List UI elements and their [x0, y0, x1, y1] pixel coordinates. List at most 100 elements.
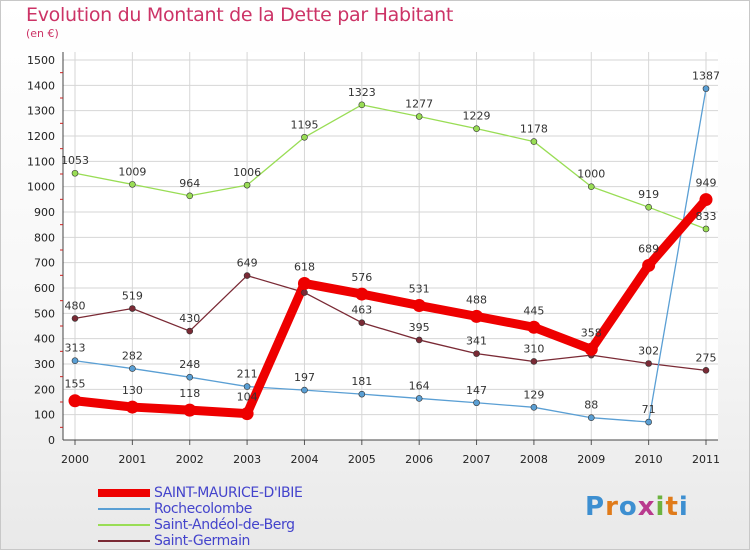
data-point-saint-maurice-d-ibie — [297, 276, 311, 290]
data-point-rochecolombe — [473, 399, 480, 407]
series-line-saint-and-ol-de-berg — [74, 104, 707, 230]
x-tick-label: 2010 — [635, 453, 663, 466]
y-tick-label: 900 — [34, 206, 55, 219]
data-label-rochecolombe: 248 — [179, 358, 200, 371]
data-point-saint-and-ol-de-berg — [71, 169, 79, 177]
data-point-saint-germain — [243, 272, 251, 279]
data-point-saint-germain — [645, 360, 652, 367]
data-point-saint-germain — [71, 315, 79, 322]
data-label-rochecolombe: 129 — [523, 388, 544, 401]
data-label-saint-maurice-d-ibie: 689 — [638, 242, 659, 255]
y-tick-label: 1100 — [27, 155, 55, 168]
x-tick-label: 2009 — [577, 453, 605, 466]
data-label-saint-germain: 480 — [65, 299, 86, 312]
data-point-saint-maurice-d-ibie — [183, 403, 197, 417]
data-label-rochecolombe: 211 — [237, 368, 258, 381]
x-tick-label: 2005 — [348, 453, 376, 466]
data-label-saint-and-ol-de-berg: 1229 — [463, 110, 491, 123]
data-label-saint-and-ol-de-berg: 1006 — [233, 166, 261, 179]
data-label-saint-maurice-d-ibie: 130 — [122, 384, 143, 397]
data-point-saint-and-ol-de-berg — [129, 181, 136, 188]
data-point-rochecolombe — [243, 383, 251, 390]
data-label-rochecolombe: 181 — [351, 375, 372, 388]
chart-title: Evolution du Montant de la Dette par Hab… — [26, 4, 454, 26]
data-label-rochecolombe: 88 — [584, 399, 598, 412]
x-tick-label: 2003 — [233, 453, 261, 466]
legend-swatch-saint-maurice — [98, 489, 150, 497]
data-label-rochecolombe: 1387 — [692, 70, 720, 83]
data-label-rochecolombe: 147 — [466, 384, 487, 397]
data-point-saint-and-ol-de-berg — [358, 101, 366, 109]
data-label-saint-maurice-d-ibie: 358 — [581, 326, 602, 339]
y-tick-label: 300 — [34, 358, 55, 371]
legend-label-rochecolombe: Rochecolombe — [154, 501, 252, 517]
y-tick-label: 1400 — [27, 79, 55, 92]
data-label-saint-maurice-d-ibie: 531 — [409, 282, 430, 295]
data-label-saint-and-ol-de-berg: 1195 — [290, 118, 318, 131]
data-point-saint-germain — [702, 367, 710, 374]
data-label-rochecolombe: 282 — [122, 350, 143, 363]
data-label-saint-and-ol-de-berg: 833 — [696, 210, 717, 223]
logo-letter: o — [618, 492, 638, 522]
data-point-saint-maurice-d-ibie — [412, 298, 426, 312]
data-point-saint-maurice-d-ibie — [699, 193, 713, 207]
logo-letter: P — [585, 492, 606, 522]
series-line-rochecolombe — [74, 87, 707, 423]
y-tick-label: 1500 — [27, 54, 55, 67]
x-tick-label: 2000 — [61, 453, 89, 466]
logo-letter: i — [655, 492, 666, 522]
y-tick-label: 600 — [34, 282, 55, 295]
series-line-saint-germain — [74, 274, 707, 371]
y-tick-label: 1000 — [27, 181, 55, 194]
data-point-saint-germain — [129, 305, 136, 312]
x-tick-label: 2001 — [118, 453, 146, 466]
data-label-saint-maurice-d-ibie: 445 — [523, 304, 544, 317]
y-tick-label: 1200 — [27, 130, 55, 143]
data-point-saint-germain — [415, 336, 423, 344]
data-point-saint-and-ol-de-berg — [702, 225, 710, 233]
y-tick-label: 1300 — [27, 105, 55, 118]
data-label-saint-maurice-d-ibie: 104 — [237, 391, 258, 404]
data-point-rochecolombe — [587, 414, 595, 422]
proxiti-logo: Proxiti — [585, 492, 689, 522]
data-label-saint-and-ol-de-berg: 1000 — [577, 168, 605, 181]
data-point-rochecolombe — [129, 365, 136, 372]
data-label-saint-germain: 310 — [523, 342, 544, 355]
data-label-saint-maurice-d-ibie: 488 — [466, 293, 487, 306]
y-tick-label: 200 — [34, 383, 55, 396]
data-point-saint-and-ol-de-berg — [587, 183, 595, 190]
plot-area — [63, 52, 718, 440]
x-tick-label: 2006 — [405, 453, 433, 466]
legend-label-saint-andeol: Saint-Andéol-de-Berg — [154, 517, 295, 533]
logo-letter: r — [605, 492, 619, 522]
y-tick-label: 400 — [34, 333, 55, 346]
x-tick-label: 2007 — [463, 453, 491, 466]
data-point-saint-maurice-d-ibie — [470, 309, 484, 323]
data-label-saint-and-ol-de-berg: 1009 — [118, 165, 146, 178]
data-label-saint-germain: 649 — [237, 257, 258, 270]
x-tick-label: 2002 — [176, 453, 204, 466]
chart-subtitle: (en €) — [26, 27, 59, 40]
logo-letter: x — [637, 492, 656, 522]
data-point-saint-and-ol-de-berg — [473, 125, 480, 132]
data-label-rochecolombe: 71 — [642, 403, 656, 416]
data-label-rochecolombe: 197 — [294, 371, 315, 384]
data-point-rochecolombe — [530, 404, 538, 411]
data-point-saint-maurice-d-ibie — [642, 258, 656, 272]
data-label-saint-germain: 302 — [638, 344, 659, 357]
data-point-saint-and-ol-de-berg — [645, 203, 652, 211]
data-point-rochecolombe — [301, 386, 308, 394]
data-label-saint-germain: 275 — [696, 351, 717, 364]
data-point-saint-germain — [473, 350, 480, 357]
data-point-rochecolombe — [702, 85, 710, 92]
data-point-saint-and-ol-de-berg — [186, 192, 194, 200]
logo-letter: i — [678, 492, 689, 522]
data-label-saint-germain: 341 — [466, 335, 487, 348]
data-point-saint-maurice-d-ibie — [68, 394, 82, 408]
data-point-rochecolombe — [645, 418, 652, 426]
legend-label-saint-maurice: SAINT-MAURICE-D'IBIE — [154, 485, 303, 501]
data-point-saint-germain — [301, 289, 308, 296]
data-point-saint-maurice-d-ibie — [527, 320, 541, 334]
data-label-rochecolombe: 313 — [65, 342, 86, 355]
data-point-saint-germain — [186, 327, 194, 335]
